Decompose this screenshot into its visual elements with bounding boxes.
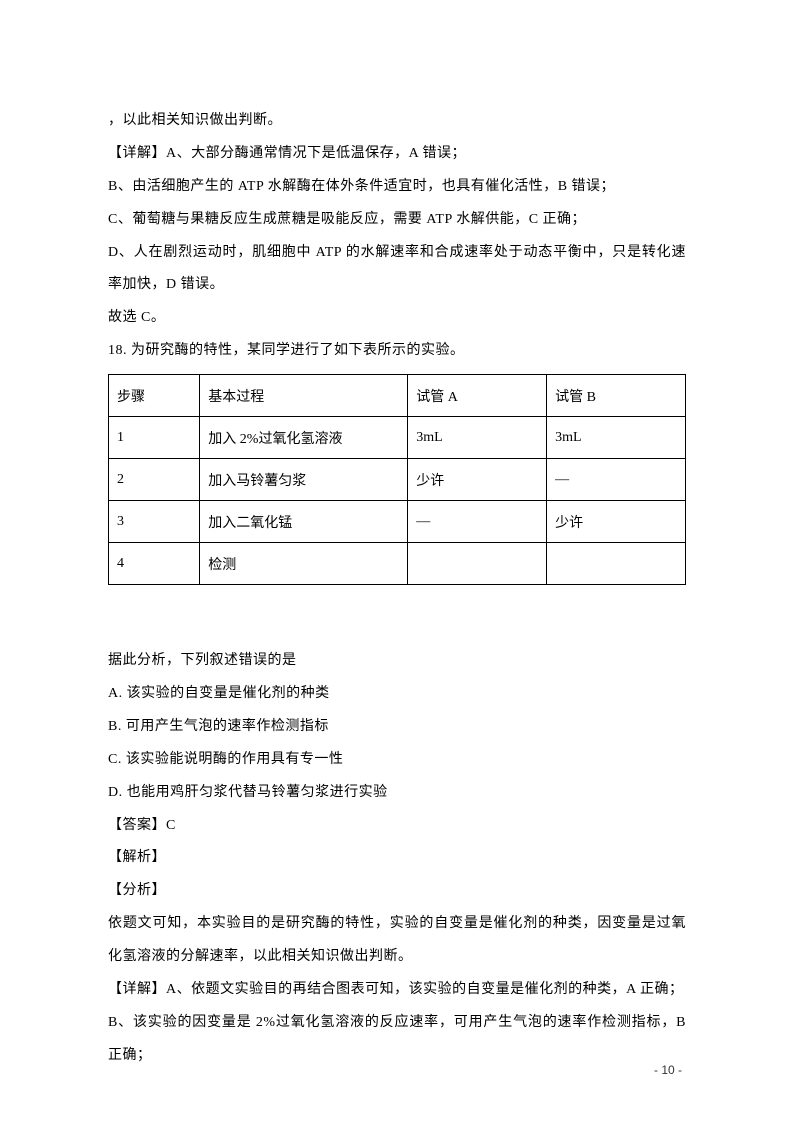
paragraph: 【分析】	[108, 875, 686, 908]
paragraph: 【详解】A、依题文实验目的再结合图表可知，该实验的自变量是催化剂的种类，A 正确…	[108, 974, 686, 1007]
paragraph: B、由活细胞产生的 ATP 水解酶在体外条件适宜时，也具有催化活性，B 错误；	[108, 171, 686, 204]
table-cell: 3mL	[547, 417, 686, 459]
table-cell	[547, 543, 686, 585]
paragraph: D. 也能用鸡肝匀浆代替马铃薯匀浆进行实验	[108, 777, 686, 810]
table-cell: 3mL	[408, 417, 547, 459]
table-cell: 4	[109, 543, 200, 585]
paragraph: 【答案】C	[108, 810, 686, 843]
paragraph: 故选 C。	[108, 302, 686, 335]
paragraph: C、葡萄糖与果糖反应生成蔗糖是吸能反应，需要 ATP 水解供能，C 正确；	[108, 204, 686, 237]
paragraph: B. 可用产生气泡的速率作检测指标	[108, 711, 686, 744]
table-cell: 加入 2%过氧化氢溶液	[200, 417, 408, 459]
table-cell: 加入马铃薯匀浆	[200, 459, 408, 501]
table-cell: 基本过程	[200, 375, 408, 417]
table-cell: 3	[109, 501, 200, 543]
paragraph: 【详解】A、大部分酶通常情况下是低温保存，A 错误；	[108, 138, 686, 171]
table-cell	[408, 543, 547, 585]
table-row: 3 加入二氧化锰 — 少许	[109, 501, 686, 543]
table-cell: 加入二氧化锰	[200, 501, 408, 543]
table-cell: 试管 A	[408, 375, 547, 417]
page-number: - 10 -	[654, 1063, 682, 1077]
paragraph: 据此分析，下列叙述错误的是	[108, 645, 686, 678]
table-cell: 少许	[408, 459, 547, 501]
table-cell: 试管 B	[547, 375, 686, 417]
paragraph: A. 该实验的自变量是催化剂的种类	[108, 678, 686, 711]
table-cell: —	[408, 501, 547, 543]
paragraph: 【解析】	[108, 842, 686, 875]
table-cell: 检测	[200, 543, 408, 585]
paragraph: 18. 为研究酶的特性，某同学进行了如下表所示的实验。	[108, 335, 686, 368]
table-row: 1 加入 2%过氧化氢溶液 3mL 3mL	[109, 417, 686, 459]
table-row: 4 检测	[109, 543, 686, 585]
table-cell: 步骤	[109, 375, 200, 417]
paragraph: D、人在剧烈运动时，肌细胞中 ATP 的水解速率和合成速率处于动态平衡中，只是转…	[108, 237, 686, 303]
table-cell: 2	[109, 459, 200, 501]
table-cell: —	[547, 459, 686, 501]
table-row: 2 加入马铃薯匀浆 少许 —	[109, 459, 686, 501]
paragraph: C. 该实验能说明酶的作用具有专一性	[108, 744, 686, 777]
paragraph: 依题文可知，本实验目的是研究酶的特性，实验的自变量是催化剂的种类，因变量是过氧化…	[108, 908, 686, 974]
paragraph: B、该实验的因变量是 2%过氧化氢溶液的反应速率，可用产生气泡的速率作检测指标，…	[108, 1007, 686, 1073]
page-content: ，以此相关知识做出判断。 【详解】A、大部分酶通常情况下是低温保存，A 错误； …	[0, 0, 794, 1123]
experiment-table: 步骤 基本过程 试管 A 试管 B 1 加入 2%过氧化氢溶液 3mL 3mL …	[108, 374, 686, 585]
table-cell: 少许	[547, 501, 686, 543]
table-cell: 1	[109, 417, 200, 459]
table-row: 步骤 基本过程 试管 A 试管 B	[109, 375, 686, 417]
paragraph: ，以此相关知识做出判断。	[108, 105, 686, 138]
spacer	[108, 609, 686, 645]
